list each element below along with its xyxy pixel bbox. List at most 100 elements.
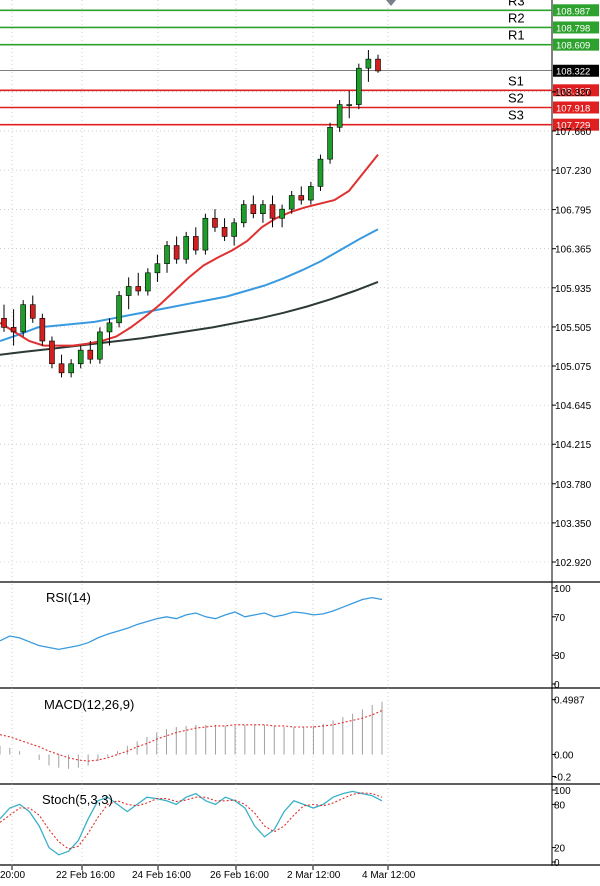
level-name: R3 bbox=[508, 0, 525, 8]
candle-body bbox=[346, 104, 353, 106]
level-name: S2 bbox=[508, 90, 524, 105]
panel-tick-label: 30 bbox=[554, 651, 566, 662]
panel-tick-label: 70 bbox=[554, 613, 566, 624]
stoch-d-line bbox=[0, 792, 383, 850]
ma-blue-line bbox=[0, 228, 379, 342]
candle-body bbox=[336, 104, 343, 128]
level-value: 108.798 bbox=[556, 23, 590, 34]
candle-body bbox=[87, 349, 94, 360]
indicator-labels: RSI(14) MACD(12,26,9) Stoch(5,3,3) bbox=[42, 590, 134, 807]
time-tick-label: 4 Mar 12:00 bbox=[362, 870, 416, 881]
price-tick-label: 105.935 bbox=[555, 284, 592, 295]
candle-body bbox=[97, 331, 103, 360]
scroll-marker-icon bbox=[386, 0, 396, 6]
candle-body bbox=[250, 204, 257, 215]
level-value-box bbox=[553, 84, 599, 97]
candle-body bbox=[192, 236, 199, 251]
panel-frames bbox=[0, 0, 600, 866]
candle-body bbox=[288, 195, 295, 210]
time-tick-label: 26 Feb 16:00 bbox=[210, 870, 269, 881]
candle-body bbox=[212, 217, 218, 228]
candle-body bbox=[279, 208, 285, 219]
candle-body bbox=[145, 272, 151, 292]
panel-tick-label: 0 bbox=[554, 680, 560, 691]
panel-tick-label: 80 bbox=[554, 800, 566, 811]
price-tick-label: 106.795 bbox=[555, 206, 592, 217]
candle-body bbox=[154, 263, 161, 274]
price-tick-label: 104.215 bbox=[555, 440, 592, 451]
price-tick-label: 103.350 bbox=[555, 519, 592, 530]
price-axis: 102.920 103.350 103.780 104.215 104.645 105.0… bbox=[552, 88, 592, 569]
support-resistance-levels: 108.987 R3 108.798 R2 108.609 R1 108.322 108.10… bbox=[0, 0, 599, 132]
candle-body bbox=[125, 286, 132, 296]
price-tick-label: 107.660 bbox=[555, 127, 592, 138]
macd-signal-line bbox=[0, 709, 383, 762]
panel-tick-label: 100 bbox=[554, 584, 571, 595]
panel-tick-label: 0.00 bbox=[554, 751, 574, 762]
candle-body bbox=[202, 217, 209, 251]
moving-averages bbox=[0, 153, 379, 356]
candle-body bbox=[10, 327, 17, 333]
level-name: R2 bbox=[508, 10, 525, 25]
candles bbox=[1, 50, 381, 378]
rsi-panel: 100 70 30 0 bbox=[0, 584, 571, 691]
candle-body bbox=[269, 204, 276, 219]
price-tick-label: 108.320 bbox=[555, 88, 592, 99]
candle-body bbox=[20, 304, 26, 333]
candle-body bbox=[298, 195, 305, 201]
level-value: 107.729 bbox=[556, 121, 590, 132]
candle-body bbox=[183, 236, 190, 260]
candle-body bbox=[106, 322, 113, 333]
level-name: S3 bbox=[508, 108, 524, 123]
candle-body bbox=[260, 204, 266, 215]
level-value: 108.609 bbox=[556, 41, 590, 52]
panel-tick-label: -0.2 bbox=[554, 773, 572, 784]
panel-tick-label: 100 bbox=[554, 786, 571, 797]
rsi-line bbox=[0, 596, 383, 651]
level-value-box bbox=[553, 64, 599, 77]
panel-tick-label: 0 bbox=[554, 858, 560, 869]
level-value-box bbox=[553, 38, 599, 51]
level-value-box bbox=[553, 118, 599, 131]
level-value: 108.322 bbox=[556, 67, 590, 78]
price-tick-label: 106.365 bbox=[555, 245, 592, 256]
level-value-box bbox=[553, 4, 599, 17]
price-tick-label: 104.645 bbox=[555, 401, 592, 412]
stoch-k-line bbox=[0, 790, 383, 856]
level-value: 107.918 bbox=[556, 103, 590, 114]
candle-body bbox=[68, 363, 74, 374]
ma-black-line bbox=[0, 280, 379, 356]
candle-body bbox=[375, 58, 381, 72]
candle-body bbox=[308, 186, 314, 201]
candle-body bbox=[77, 349, 84, 365]
price-tick-label: 102.920 bbox=[555, 558, 592, 569]
level-value: 108.987 bbox=[556, 6, 590, 17]
macd-panel: 0.4987 0.00 -0.2 bbox=[0, 696, 585, 784]
candle-body bbox=[49, 340, 55, 365]
candle-body bbox=[231, 222, 237, 237]
price-tick-label: 105.075 bbox=[555, 362, 592, 373]
rsi-label: RSI(14) bbox=[46, 590, 91, 605]
price-tick-label: 103.780 bbox=[555, 480, 592, 491]
candle-body bbox=[327, 127, 333, 160]
candle-body bbox=[356, 67, 362, 105]
candle-body bbox=[39, 317, 46, 342]
time-tick-label: 20:00 bbox=[0, 870, 25, 881]
time-tick-label: 22 Feb 16:00 bbox=[56, 870, 115, 881]
candle-body bbox=[1, 317, 7, 328]
candle-body bbox=[317, 158, 324, 187]
candle-body bbox=[58, 363, 65, 374]
level-name: R1 bbox=[508, 28, 525, 43]
candle-body bbox=[365, 58, 372, 69]
grid-lines bbox=[0, 0, 552, 865]
time-tick-label: 24 Feb 16:00 bbox=[132, 870, 191, 881]
candle-body bbox=[240, 204, 247, 224]
candle-body bbox=[164, 245, 170, 265]
panel-tick-label: 0.4987 bbox=[554, 696, 585, 707]
price-tick-label: 107.230 bbox=[555, 166, 592, 177]
macd-label: MACD(12,26,9) bbox=[44, 697, 134, 712]
price-tick-label: 105.505 bbox=[555, 323, 592, 334]
time-axis: 20:00 22 Feb 16:00 24 Feb 16:00 26 Feb 16:0… bbox=[0, 866, 416, 881]
level-value-box bbox=[553, 21, 599, 34]
